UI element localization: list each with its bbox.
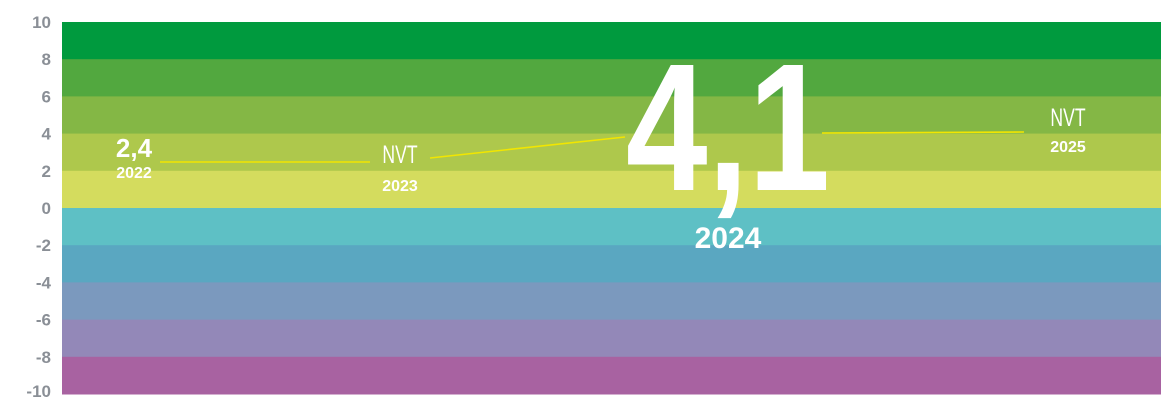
y-tick-label: 6 xyxy=(42,87,51,106)
color-band xyxy=(62,96,1161,135)
y-axis: 10 8 6 4 2 0 -2 -4 -6 -8 -10 xyxy=(26,13,51,399)
year-label-2023: 2023 xyxy=(382,178,418,195)
color-band xyxy=(62,356,1161,395)
value-label-2022: 2,4 xyxy=(116,133,153,163)
annotation-2025: NVT 2025 xyxy=(1050,103,1086,156)
color-band xyxy=(62,282,1161,321)
value-label-2024: 4,1 xyxy=(626,26,830,229)
y-tick-label: 10 xyxy=(32,13,51,32)
annotation-2023: NVT 2023 xyxy=(382,140,418,195)
connector-line-2024-2025 xyxy=(821,131,1025,134)
y-tick-label: -10 xyxy=(26,382,51,399)
y-tick-label: -4 xyxy=(36,273,52,292)
y-tick-label: 8 xyxy=(42,50,51,69)
y-tick-label: 2 xyxy=(42,162,51,181)
y-tick-label: -6 xyxy=(36,311,51,330)
color-bands xyxy=(62,22,1161,395)
year-label-2025: 2025 xyxy=(1050,139,1086,156)
connectors xyxy=(160,131,1025,163)
color-band xyxy=(62,170,1161,209)
color-band xyxy=(62,22,1161,60)
y-tick-label: 4 xyxy=(42,125,52,144)
annotation-2024: 4,1 2024 xyxy=(626,26,830,255)
color-band xyxy=(62,319,1161,358)
year-label-2024: 2024 xyxy=(695,222,762,255)
y-tick-label: -2 xyxy=(36,236,51,255)
color-band xyxy=(62,245,1161,283)
y-tick-label: -8 xyxy=(36,348,51,367)
year-label-2022: 2022 xyxy=(116,165,152,182)
annotation-2022: 2,4 2022 xyxy=(116,133,153,182)
color-band xyxy=(62,208,1161,246)
color-band xyxy=(62,59,1161,97)
connector-line-2023-2024 xyxy=(429,136,626,159)
y-tick-label: 0 xyxy=(42,199,51,218)
value-label-2025: NVT xyxy=(1050,103,1085,132)
value-label-2023: NVT xyxy=(382,140,417,169)
color-band xyxy=(62,133,1161,172)
